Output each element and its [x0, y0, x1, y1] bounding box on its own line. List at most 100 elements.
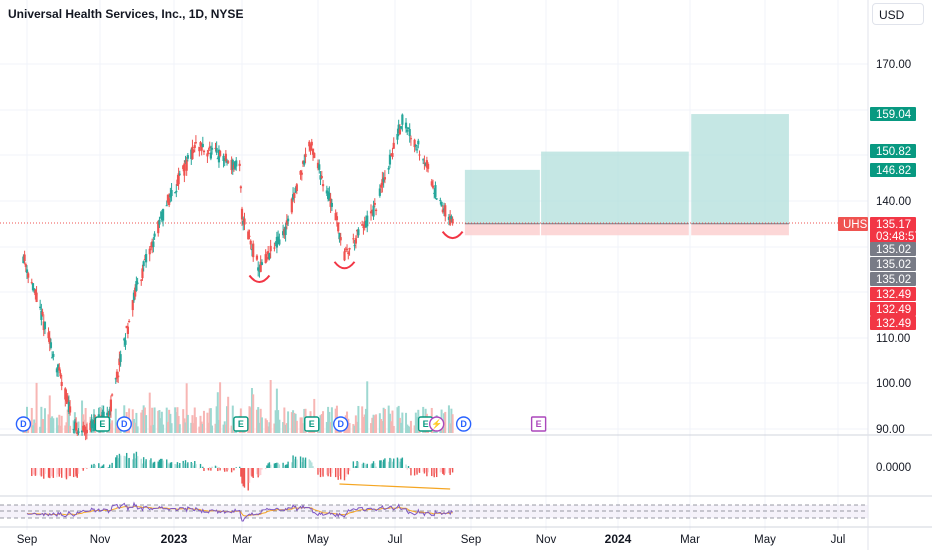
- macd-bar: [41, 468, 44, 477]
- volume-bar: [409, 420, 412, 433]
- candlesticks[interactable]: [22, 113, 454, 441]
- macd-bar: [248, 468, 251, 483]
- macd-bar: [52, 468, 55, 478]
- candle-body: [293, 192, 296, 198]
- time-axis[interactable]: Sep Nov 2023 Mar May Jul Sep Nov 2024 Mar May Jul: [17, 532, 846, 546]
- symbol-tag: UHS: [838, 217, 868, 231]
- marker-split[interactable]: ⚡: [428, 416, 445, 432]
- candle-body: [90, 419, 93, 429]
- long-position-zones[interactable]: [464, 114, 789, 236]
- candle-body: [258, 269, 261, 272]
- volume-bar: [152, 424, 155, 433]
- volume-bar: [392, 425, 395, 433]
- time-axis-label: 2023: [161, 532, 188, 546]
- marker-earnings-upcoming[interactable]: E: [530, 416, 547, 432]
- macd-bar: [296, 459, 298, 468]
- volume-bar: [47, 414, 50, 433]
- candle-body: [407, 127, 410, 129]
- macd-bar: [311, 462, 313, 468]
- candle-body: [417, 140, 420, 145]
- volume-bar: [43, 408, 46, 433]
- marker-earnings[interactable]: E: [94, 416, 111, 432]
- macd-bar: [99, 468, 101, 469]
- volume-bar: [444, 411, 447, 433]
- macd-bar: [257, 468, 259, 478]
- candle-body: [65, 395, 68, 402]
- candle-body: [194, 142, 197, 144]
- marker-dividend-upcoming[interactable]: D: [455, 416, 472, 432]
- candle-body: [414, 144, 417, 146]
- volume-bar: [361, 406, 364, 433]
- currency-selector[interactable]: USD: [872, 3, 924, 25]
- price-tag: 159.04: [870, 107, 916, 121]
- macd-bar: [309, 460, 312, 468]
- volume-bar: [182, 409, 185, 433]
- macd-bar: [247, 468, 249, 491]
- target-zone[interactable]: [541, 151, 689, 224]
- macd-bar: [382, 459, 385, 468]
- stop-zone[interactable]: [464, 223, 540, 236]
- double-bottom-arc[interactable]: [441, 231, 464, 240]
- macd-bar: [274, 463, 277, 468]
- indicator-axis-label: 0.0000: [876, 462, 911, 474]
- marker-earnings[interactable]: E: [417, 416, 434, 432]
- macd-bar: [321, 468, 323, 476]
- candle-body: [77, 431, 80, 434]
- candle-body: [209, 152, 212, 159]
- candle-body: [284, 226, 287, 235]
- price-axis[interactable]: 170.00 140.00 110.00 100.00 90.00 0.0000: [876, 59, 911, 474]
- candle-body: [35, 292, 38, 302]
- volume-bar: [352, 424, 355, 433]
- macd-bar: [302, 457, 304, 468]
- candle-body: [328, 192, 331, 201]
- volume-bar: [175, 412, 178, 433]
- marker-dividend[interactable]: D: [116, 416, 132, 432]
- target-zone[interactable]: [464, 169, 540, 224]
- marker-earnings[interactable]: E: [304, 416, 320, 432]
- candle-body: [222, 155, 225, 161]
- marker-letter: E: [309, 419, 315, 429]
- event-markers[interactable]: D E D E E D E ⚡ D E: [15, 416, 547, 432]
- macd-bar: [371, 463, 373, 468]
- volume-bar: [192, 423, 195, 433]
- time-axis-label: May: [307, 534, 329, 546]
- volume-bar: [406, 424, 409, 433]
- candle-body: [373, 203, 376, 205]
- candle-body: [31, 283, 35, 291]
- candle-body: [345, 248, 349, 250]
- double-bottom-arc[interactable]: [333, 261, 356, 270]
- price-tag: 135.17: [870, 217, 916, 231]
- candle-body: [83, 425, 86, 432]
- macd-bar: [399, 461, 401, 468]
- candle-body: [303, 160, 306, 165]
- macd-bar: [312, 466, 314, 468]
- stop-zone[interactable]: [691, 223, 789, 236]
- volume-bar: [200, 421, 203, 433]
- stop-zone[interactable]: [541, 223, 689, 236]
- marker-dividend[interactable]: D: [15, 416, 32, 432]
- candle-body: [344, 248, 347, 250]
- candle-body: [240, 208, 244, 220]
- macd-bar: [102, 464, 105, 468]
- macd-bar: [219, 468, 221, 471]
- candle-body: [356, 230, 359, 232]
- marker-earnings[interactable]: E: [233, 416, 249, 432]
- pattern-arcs[interactable]: [248, 231, 464, 283]
- double-bottom-arc[interactable]: [248, 274, 271, 283]
- candle-body: [34, 289, 37, 296]
- price-tag-text: 135.02: [876, 274, 911, 286]
- macd-bar: [184, 460, 187, 468]
- price-tag: 135.02: [870, 272, 916, 286]
- macd-bar: [238, 466, 241, 468]
- candle-body: [449, 215, 452, 225]
- candle-body: [85, 429, 88, 434]
- rsi-band: [0, 505, 868, 518]
- target-zone[interactable]: [691, 114, 789, 224]
- marker-dividend[interactable]: D: [333, 416, 349, 432]
- candle-body: [382, 177, 385, 182]
- macd-bar: [440, 468, 443, 473]
- macd-bar: [422, 468, 424, 472]
- candle-body: [151, 241, 154, 248]
